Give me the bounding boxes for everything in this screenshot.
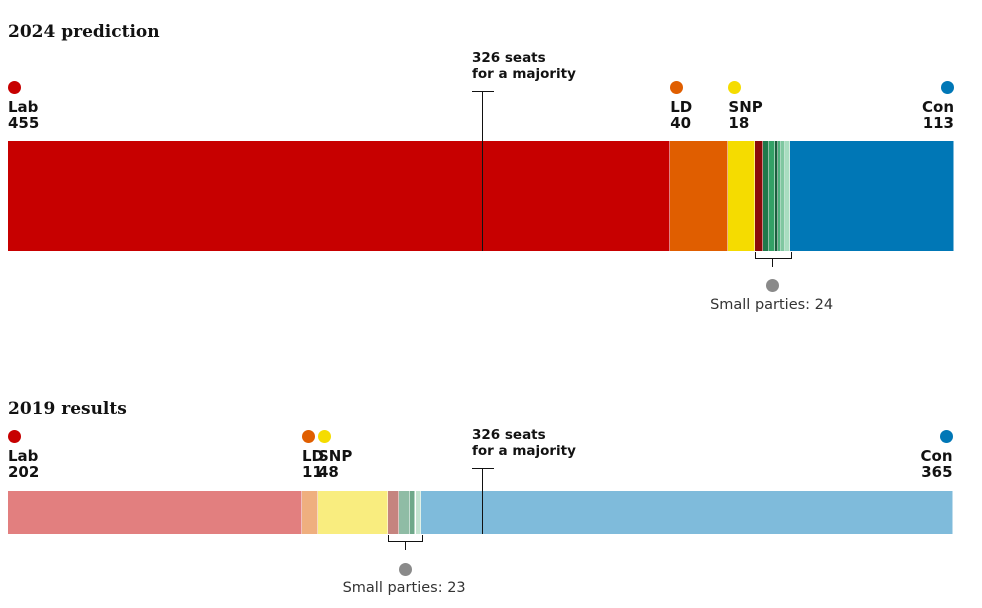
party-seats: 113 bbox=[922, 114, 954, 132]
majority-line bbox=[482, 468, 484, 534]
party-seats: 18 bbox=[728, 114, 750, 132]
party-dot-icon bbox=[939, 430, 953, 443]
chart-2024-prediction: 2024 prediction 326 seats for a majority… bbox=[8, 22, 954, 313]
small-parties-bracket bbox=[387, 535, 424, 542]
party-name: SNP bbox=[728, 98, 763, 116]
bar-segment-small3 bbox=[409, 491, 416, 534]
small-parties-bracket bbox=[754, 252, 792, 259]
party-dot-icon bbox=[8, 430, 21, 443]
small-parties-label: Small parties: 23 bbox=[342, 580, 466, 596]
majority-label-line1: 326 seats bbox=[472, 427, 546, 443]
bar-segment-small4 bbox=[774, 141, 778, 251]
bar-segment-small4 bbox=[415, 491, 422, 534]
bar-segment-small6 bbox=[780, 141, 786, 251]
small-parties-dot-icon bbox=[766, 279, 780, 292]
party-name: Lab bbox=[8, 98, 39, 116]
seat-bar bbox=[8, 141, 954, 251]
seat-bar bbox=[8, 491, 954, 534]
party-dot-icon bbox=[670, 81, 684, 94]
party-name: LD bbox=[670, 98, 693, 116]
small-parties-bracket-stem bbox=[772, 259, 774, 267]
majority-label-line2: for a majority bbox=[472, 443, 576, 459]
bar-segment-small3 bbox=[769, 141, 775, 251]
small-parties-dot-icon bbox=[398, 563, 412, 576]
small-parties-bracket-stem bbox=[404, 542, 406, 550]
party-dot-icon bbox=[301, 430, 315, 443]
bar-segment-small1 bbox=[754, 141, 764, 251]
party-dot-icon bbox=[941, 81, 954, 94]
party-seats: 48 bbox=[317, 463, 339, 481]
bar-segment-snp bbox=[728, 141, 755, 251]
bar-segment-small2 bbox=[763, 141, 770, 251]
bar-segment-small5 bbox=[777, 141, 781, 251]
bar-segment-ld bbox=[301, 491, 318, 534]
party-name: SNP bbox=[317, 447, 353, 465]
majority-label-line1: 326 seats bbox=[472, 50, 546, 66]
bar-segment-small2 bbox=[399, 491, 410, 534]
bar-segment-lab bbox=[8, 491, 302, 534]
bar-segment-small1 bbox=[387, 491, 400, 534]
small-parties-label: Small parties: 24 bbox=[710, 297, 834, 313]
party-seats: 365 bbox=[921, 463, 953, 481]
party-name: Con bbox=[922, 98, 954, 116]
chart-title: 2019 results bbox=[8, 399, 127, 419]
bar-segment-lab bbox=[8, 141, 671, 251]
bar-segment-ld bbox=[670, 141, 729, 251]
majority-label-line2: for a majority bbox=[472, 66, 576, 82]
bar-segment-con bbox=[789, 141, 954, 251]
party-name: Lab bbox=[8, 447, 39, 465]
bar-segment-small7 bbox=[785, 141, 790, 251]
party-name: LD bbox=[301, 447, 324, 465]
party-seats: 11 bbox=[301, 463, 323, 481]
party-seats: 202 bbox=[8, 463, 40, 481]
majority-line bbox=[482, 91, 484, 251]
bar-segment-snp bbox=[317, 491, 388, 534]
party-dot-icon bbox=[728, 81, 742, 94]
party-seats: 40 bbox=[670, 114, 692, 132]
party-seats: 455 bbox=[8, 114, 40, 132]
bar-segment-con bbox=[421, 491, 953, 534]
chart-title: 2024 prediction bbox=[8, 22, 160, 42]
party-name: Con bbox=[920, 447, 953, 465]
party-dot-icon bbox=[317, 430, 331, 443]
party-dot-icon bbox=[8, 81, 21, 94]
